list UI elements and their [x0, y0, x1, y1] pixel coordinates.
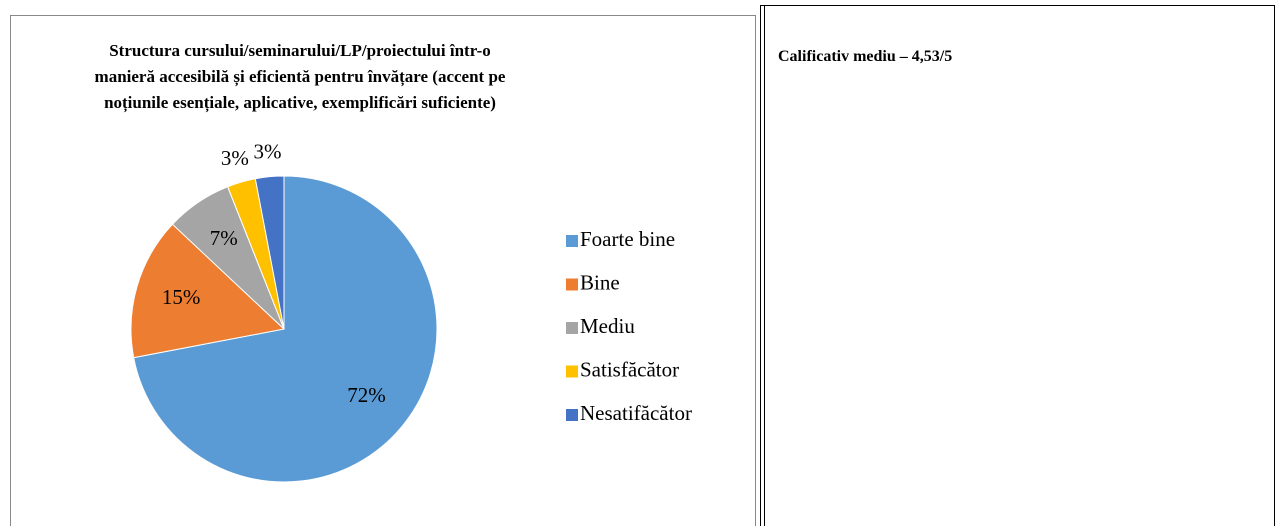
pie-slice — [133, 175, 438, 483]
data-label: 7% — [210, 226, 238, 250]
chart-title: Structura cursului/seminarului/LP/proiec… — [94, 41, 506, 112]
legend-label: Satisfăcător — [580, 357, 679, 381]
chart-frame — [10, 15, 756, 526]
legend-label: Bine — [580, 270, 620, 294]
legend-swatch — [566, 322, 578, 334]
legend-swatch — [566, 235, 578, 247]
legend-swatch — [566, 278, 578, 291]
data-label: 72% — [347, 383, 386, 407]
data-label: 15% — [162, 285, 201, 309]
legend-label: Nesatifăcător — [580, 401, 692, 425]
data-label: 3% — [253, 140, 281, 164]
legend-swatch — [566, 409, 578, 421]
pie-slice — [130, 223, 286, 359]
data-label: 3% — [221, 146, 249, 170]
side-note: Calificativ mediu – 4,53/5 — [778, 48, 953, 65]
legend-swatch — [566, 365, 578, 378]
legend-label: Mediu — [580, 314, 635, 338]
pie-slice — [254, 175, 285, 330]
legend-label: Foarte bine — [580, 227, 675, 251]
